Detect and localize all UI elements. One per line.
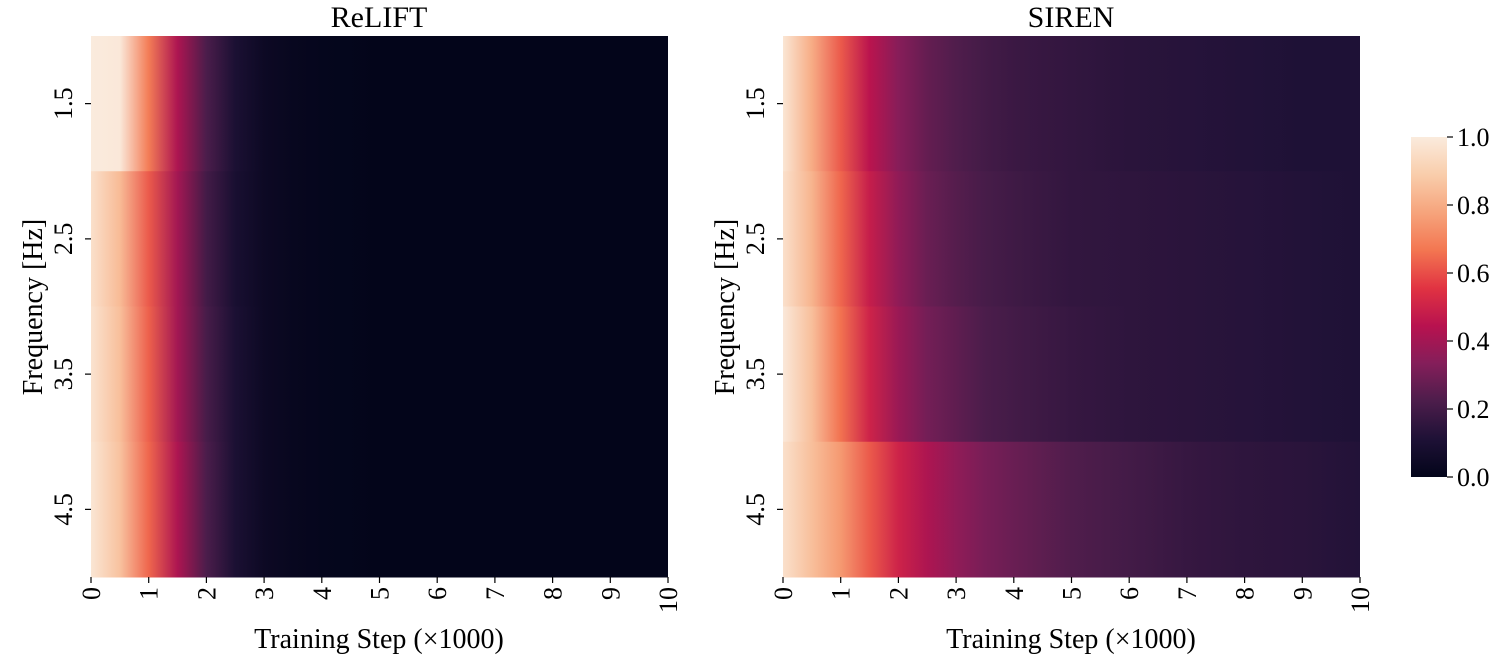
x-tick-label: 2 <box>884 587 913 600</box>
x-tick-label: 9 <box>596 587 625 600</box>
x-axis-label: Training Step (×1000) <box>254 624 504 655</box>
colorbar-gradient <box>1411 137 1447 477</box>
x-tick-label: 7 <box>1173 587 1202 600</box>
x-tick-labels: 0 1 2 3 4 5 6 7 8 9 10 <box>769 577 1375 613</box>
colorbar-tick-labels: 0.0 0.2 0.4 0.6 0.8 1.0 <box>1447 123 1490 492</box>
heatmap-row-4.5 <box>783 441 1360 578</box>
x-tick-label: 6 <box>1115 587 1144 600</box>
chart-title: ReLIFT <box>331 1 428 34</box>
y-tick-labels: 1.5 2.5 3.5 4.5 <box>741 87 783 526</box>
x-tick-label: 0 <box>769 587 798 600</box>
y-tick-labels: 1.5 2.5 3.5 4.5 <box>49 87 91 526</box>
x-tick-label: 10 <box>1346 587 1375 613</box>
x-tick-label: 10 <box>654 587 683 613</box>
y-tick-label: 2.5 <box>741 223 770 256</box>
y-axis-label: Frequency [Hz] <box>18 219 49 395</box>
x-tick-label: 4 <box>308 587 337 600</box>
x-tick-label: 4 <box>1000 587 1029 600</box>
colorbar-tick-label: 0.4 <box>1457 327 1490 356</box>
y-tick-label: 4.5 <box>49 493 78 526</box>
heatmap-cells <box>91 36 668 578</box>
colorbar: 0.0 0.2 0.4 0.6 0.8 1.0 <box>1411 123 1490 492</box>
y-tick-label: 1.5 <box>741 87 770 120</box>
chart-title: SIREN <box>1028 1 1115 34</box>
y-tick-label: 4.5 <box>741 493 770 526</box>
colorbar-tick-label: 1.0 <box>1457 123 1490 152</box>
y-axis-label: Frequency [Hz] <box>710 219 741 395</box>
heatmap-row-1.5 <box>91 36 668 172</box>
x-tick-label: 1 <box>827 587 856 600</box>
heatmap-row-2.5 <box>91 171 668 307</box>
x-tick-label: 7 <box>481 587 510 600</box>
x-tick-label: 3 <box>942 587 971 600</box>
x-tick-label: 2 <box>192 587 221 600</box>
x-axis-label: Training Step (×1000) <box>946 624 1196 655</box>
colorbar-tick-label: 0.6 <box>1457 259 1490 288</box>
x-tick-label: 3 <box>250 587 279 600</box>
heatmap-row-3.5 <box>91 306 668 443</box>
x-tick-label: 6 <box>423 587 452 600</box>
x-tick-label: 8 <box>1231 587 1260 600</box>
heatmap-row-2.5 <box>783 171 1360 307</box>
heatmap-row-1.5 <box>783 36 1360 172</box>
x-tick-label: 5 <box>366 587 395 600</box>
heatmap-cells <box>783 36 1360 578</box>
colorbar-tick-label: 0.0 <box>1457 463 1490 492</box>
heatmap-panel-relift: ReLIFT 1.5 2.5 3.5 4.5 0 1 2 3 4 5 6 7 8 9 10 Frequen… <box>18 1 683 655</box>
x-tick-labels: 0 1 2 3 4 5 6 7 8 9 10 <box>77 577 683 613</box>
colorbar-tick-label: 0.2 <box>1457 395 1490 424</box>
x-tick-label: 1 <box>135 587 164 600</box>
y-tick-label: 2.5 <box>49 223 78 256</box>
heatmap-panel-siren: SIREN 1.5 2.5 3.5 4.5 0 1 2 3 4 5 6 7 8 9 10 Frequenc… <box>710 1 1375 655</box>
y-tick-label: 1.5 <box>49 87 78 120</box>
colorbar-tick-label: 0.8 <box>1457 191 1490 220</box>
x-tick-label: 5 <box>1058 587 1087 600</box>
x-tick-label: 0 <box>77 587 106 600</box>
x-tick-label: 8 <box>539 587 568 600</box>
y-tick-label: 3.5 <box>741 358 770 391</box>
heatmap-row-4.5 <box>91 441 668 578</box>
y-tick-label: 3.5 <box>49 358 78 391</box>
heatmap-row-3.5 <box>783 306 1360 443</box>
x-tick-label: 9 <box>1288 587 1317 600</box>
